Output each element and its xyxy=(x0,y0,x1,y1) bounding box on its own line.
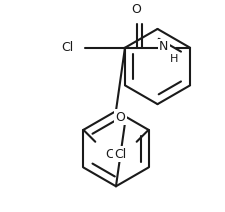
Text: O: O xyxy=(131,3,141,16)
Text: H: H xyxy=(169,54,178,64)
Text: Cl: Cl xyxy=(61,41,73,54)
Text: Cl: Cl xyxy=(114,148,126,161)
Text: O: O xyxy=(115,110,125,124)
Text: N: N xyxy=(158,40,168,53)
Text: Cl: Cl xyxy=(105,148,117,161)
